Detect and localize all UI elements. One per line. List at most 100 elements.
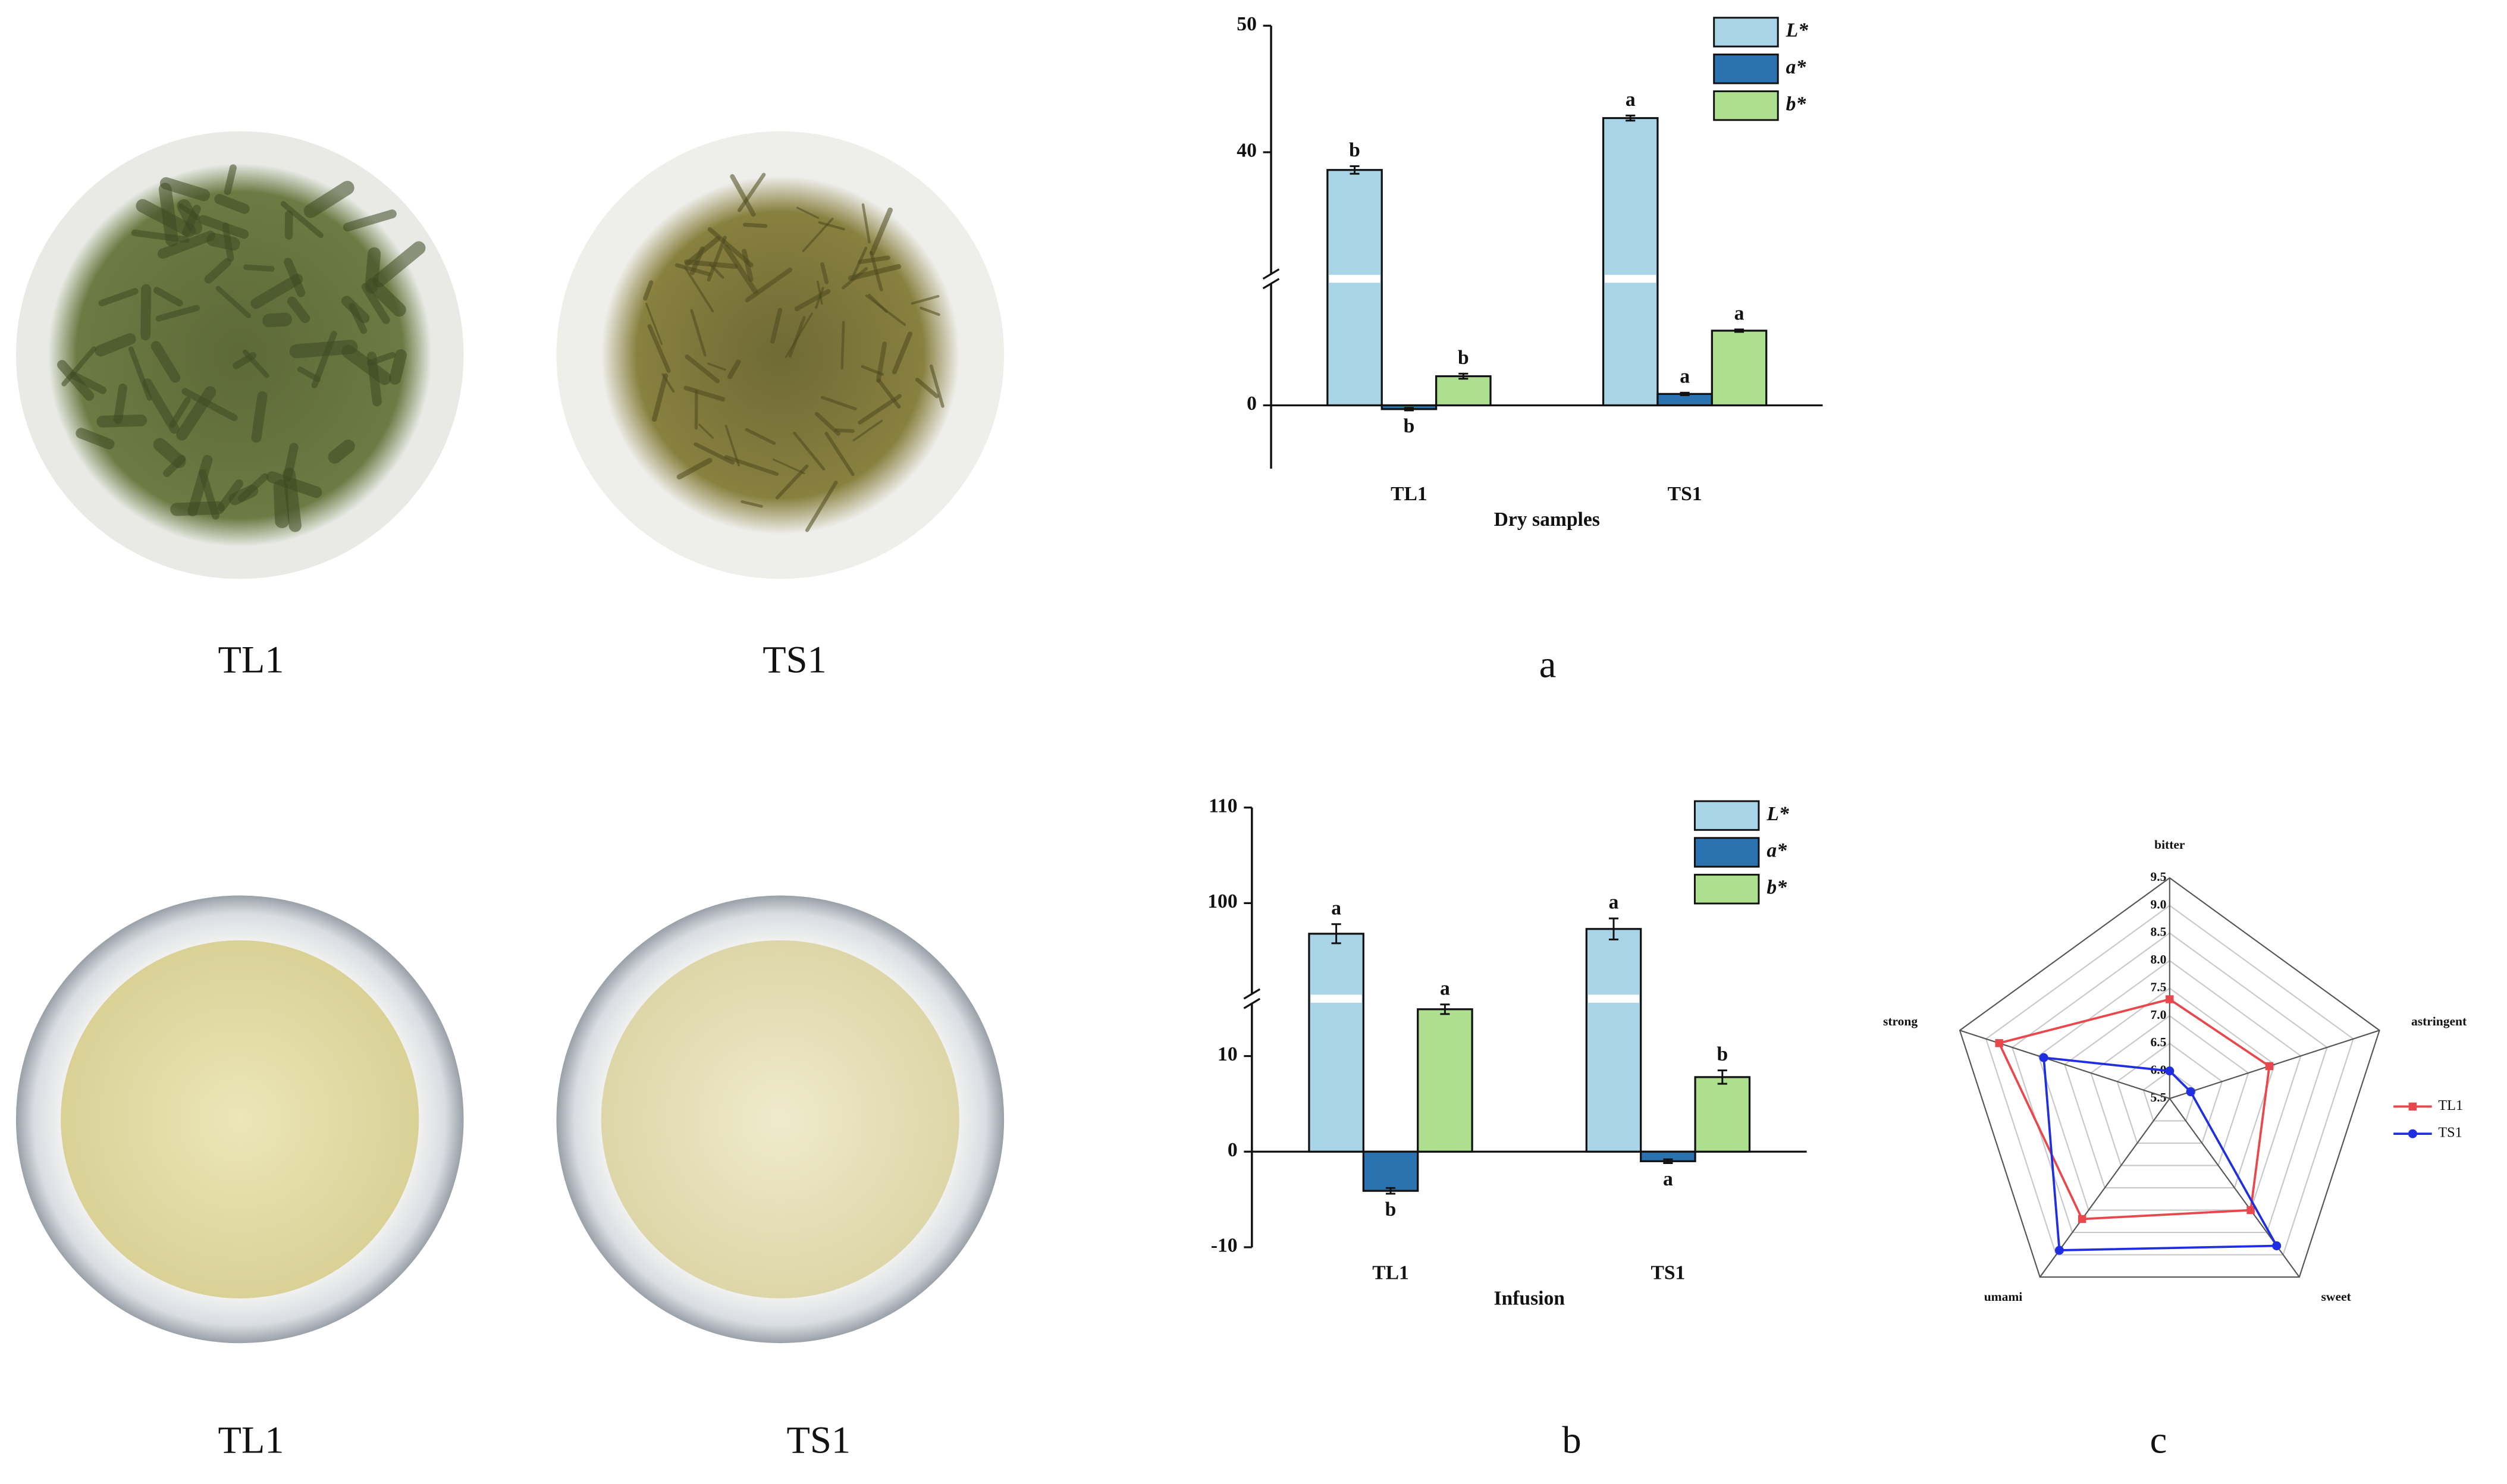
radar-line bbox=[1997, 997, 2271, 1221]
leaf bbox=[645, 302, 663, 346]
legend-label: b* bbox=[1766, 877, 1787, 899]
error-bar bbox=[1404, 407, 1414, 412]
x-axis-label: Dry samples bbox=[1494, 509, 1600, 531]
leaf bbox=[250, 274, 303, 309]
bar-break-gap bbox=[1329, 274, 1380, 283]
leaf bbox=[142, 378, 180, 434]
leaf bbox=[852, 419, 883, 442]
leaf bbox=[287, 296, 310, 324]
bar bbox=[1602, 117, 1659, 407]
leaf bbox=[361, 283, 390, 324]
r-tick-label: 8.0 bbox=[2151, 952, 2167, 967]
leaf bbox=[870, 207, 893, 256]
legend-label: L* bbox=[1786, 20, 1809, 42]
grid-line bbox=[2011, 932, 2328, 1234]
axis-label: bitter bbox=[2154, 837, 2185, 852]
dry-leaves-photo bbox=[601, 175, 959, 535]
panel-label: a bbox=[1539, 644, 1557, 686]
r-tick-label: 9.0 bbox=[2151, 897, 2167, 911]
leaf bbox=[794, 288, 831, 312]
panel-label: b bbox=[1562, 1419, 1581, 1461]
photo-caption: TL1 bbox=[218, 639, 284, 681]
axis-break-gap bbox=[1245, 994, 1259, 1004]
y-tick-label: 110 bbox=[1209, 795, 1238, 817]
leaf bbox=[228, 485, 259, 506]
leaf bbox=[153, 287, 183, 307]
axis-break-mark bbox=[1243, 988, 1261, 1000]
leaf bbox=[730, 174, 756, 217]
leaf bbox=[820, 262, 829, 284]
tea-infusion-photo bbox=[61, 940, 419, 1298]
leaf bbox=[920, 306, 940, 316]
leaf bbox=[727, 359, 741, 379]
marker bbox=[2165, 1066, 2175, 1076]
leaf bbox=[158, 230, 216, 259]
error-bar bbox=[1458, 372, 1469, 380]
leaf bbox=[724, 455, 779, 476]
leaf bbox=[262, 312, 293, 328]
error-bar bbox=[1385, 1187, 1396, 1195]
marker bbox=[2078, 1215, 2086, 1223]
leaf bbox=[159, 177, 211, 202]
leaf bbox=[61, 346, 97, 387]
y-tick-label: -10 bbox=[1211, 1235, 1238, 1257]
bar-break-gap bbox=[1310, 994, 1362, 1003]
leaf bbox=[372, 241, 426, 288]
leaf bbox=[861, 203, 871, 243]
bar-break-gap bbox=[1587, 994, 1640, 1003]
leaf bbox=[163, 454, 186, 477]
leaf bbox=[328, 439, 355, 464]
x-axis-label: Infusion bbox=[1493, 1287, 1565, 1309]
leaf bbox=[818, 221, 845, 231]
legend-label: a* bbox=[1786, 56, 1806, 78]
grid-line bbox=[1959, 877, 2380, 1278]
leaf bbox=[284, 258, 306, 297]
leaf bbox=[683, 385, 726, 402]
leaf bbox=[181, 388, 238, 422]
leaf bbox=[685, 354, 720, 384]
leaf bbox=[707, 362, 726, 371]
leaf bbox=[876, 341, 887, 383]
x-tick-label: TL1 bbox=[1372, 1262, 1409, 1284]
leaf bbox=[834, 428, 855, 433]
axis-label: strong bbox=[1883, 1014, 1918, 1028]
bar bbox=[1585, 928, 1642, 1153]
spoke bbox=[2169, 1030, 2380, 1099]
grid-line bbox=[2064, 987, 2276, 1189]
marker bbox=[2246, 1206, 2255, 1215]
marker bbox=[1995, 1039, 2003, 1047]
leaf bbox=[788, 316, 806, 357]
leaf bbox=[647, 324, 671, 373]
legend-swatch bbox=[1693, 837, 1760, 868]
significance-letter: a bbox=[1440, 977, 1450, 999]
leaf bbox=[155, 305, 200, 322]
photo-caption: TS1 bbox=[763, 639, 827, 681]
leaf bbox=[341, 296, 370, 324]
leaf bbox=[915, 377, 939, 399]
bar bbox=[1362, 1150, 1419, 1192]
leaf bbox=[840, 321, 845, 370]
leaf bbox=[76, 428, 115, 450]
legend-swatch bbox=[1713, 54, 1779, 84]
leaf bbox=[694, 442, 735, 465]
leaf bbox=[745, 428, 776, 445]
bar bbox=[1711, 330, 1768, 407]
leaf bbox=[743, 222, 768, 228]
leaf bbox=[690, 309, 707, 357]
leaf bbox=[367, 352, 396, 366]
leaf bbox=[802, 218, 834, 252]
leaf bbox=[214, 194, 250, 214]
leaf bbox=[95, 333, 136, 357]
leaf bbox=[707, 236, 727, 282]
leaf bbox=[821, 396, 857, 411]
significance-letter: b bbox=[1717, 1043, 1728, 1065]
r-tick-label: 8.5 bbox=[2151, 925, 2167, 939]
error-bar bbox=[1626, 114, 1636, 122]
significance-letter: a bbox=[1626, 89, 1636, 111]
leaf bbox=[96, 414, 148, 428]
error-bar bbox=[1608, 917, 1619, 940]
error-bar bbox=[1440, 1003, 1450, 1015]
significance-letter: a bbox=[1734, 302, 1744, 324]
leaf bbox=[796, 206, 820, 219]
